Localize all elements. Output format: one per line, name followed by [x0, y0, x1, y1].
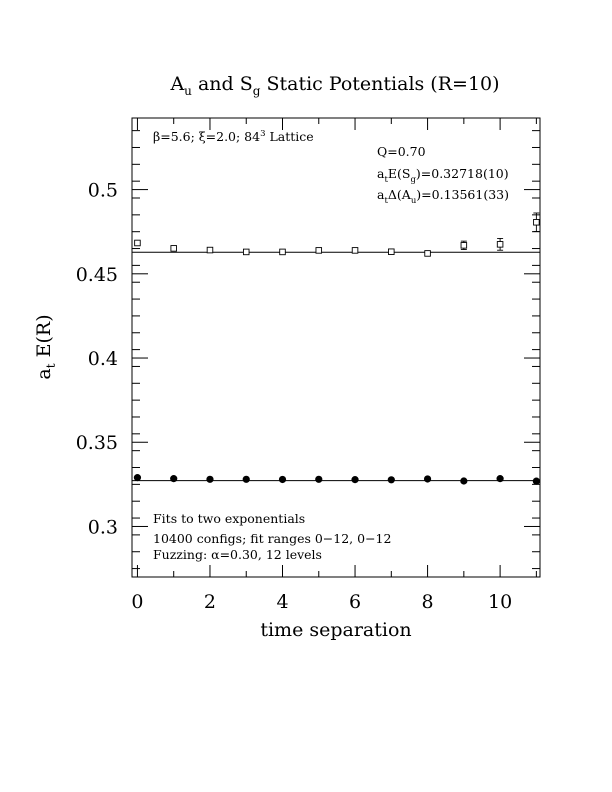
- y-axis-label: at E(R): [33, 314, 58, 379]
- au-data-point: [533, 219, 540, 226]
- au-data-point: [424, 250, 431, 257]
- y-label-a: a: [33, 368, 55, 379]
- fit-au-delta: Δ(A: [388, 187, 412, 202]
- y-axis: 0.3 0.35 0.4 0.45 0.5: [76, 130, 540, 570]
- au-data-point: [496, 241, 504, 248]
- title-s-sub: g: [253, 84, 261, 98]
- fit-lines: [132, 251, 540, 482]
- fit-sg-annotation: atE(Sg)=0.32718(10): [377, 166, 509, 185]
- sg-data-point: [423, 475, 432, 483]
- fit-au-u-sub: u: [411, 196, 417, 206]
- x-tick-label: 10: [488, 591, 512, 613]
- lattice-main: β=5.6; ξ=2.0; 84: [153, 129, 260, 144]
- fit-au-a-sub: t: [384, 196, 388, 206]
- sg-data-point: [315, 475, 323, 483]
- fit-au-annotation: atΔ(Au)=0.13561(33): [377, 187, 509, 206]
- sg-data-point: [532, 477, 540, 485]
- fit-sg-a-sub: t: [384, 175, 388, 185]
- au-data-point: [134, 239, 141, 247]
- au-data-point: [315, 247, 323, 254]
- fit-type-annotation: Fits to two exponentials: [153, 511, 305, 526]
- sg-data-point: [170, 475, 178, 483]
- fit-sg-e: E(S: [388, 166, 411, 181]
- y-tick-label: 0.5: [88, 180, 118, 202]
- x-tick-label: 4: [276, 591, 288, 613]
- title-and: and S: [192, 73, 253, 95]
- lattice-tail: Lattice: [266, 129, 314, 144]
- fuzzing-annotation: Fuzzing: α=0.30, 12 levels: [153, 547, 322, 562]
- q-annotation: Q=0.70: [377, 144, 426, 159]
- sg-data-point: [133, 474, 142, 482]
- au-data-point: [351, 247, 359, 254]
- au-data-point: [279, 248, 286, 256]
- au-data-point: [460, 242, 468, 249]
- fit-sg-g-sub: g: [410, 175, 416, 185]
- data-marks: [133, 212, 540, 485]
- au-data-point: [170, 245, 177, 252]
- au-data-point: [388, 248, 395, 255]
- sg-data-point: [206, 475, 214, 483]
- x-tick-label: 6: [349, 591, 361, 613]
- au-data-point: [242, 248, 250, 256]
- x-axis: 0 2 4 6 8 10: [131, 118, 537, 613]
- x-tick-label: 2: [204, 591, 216, 613]
- y-tick-label: 0.45: [76, 264, 118, 286]
- title-a-sub: u: [184, 84, 192, 98]
- lattice-annotation: β=5.6; ξ=2.0; 843 Lattice: [153, 129, 314, 144]
- y-tick-label: 0.3: [88, 516, 118, 538]
- title-a: A: [169, 73, 184, 95]
- y-label-rest: E(R): [33, 314, 55, 363]
- y-tick-label: 0.35: [76, 432, 118, 454]
- sg-data-point: [460, 477, 468, 485]
- x-axis-label: time separation: [260, 619, 411, 641]
- fit-au-value: )=0.13561(33): [416, 187, 509, 202]
- title-rest: Static Potentials (R=10): [260, 73, 499, 95]
- x-tick-label: 0: [131, 591, 143, 613]
- fit-sg-a: a: [377, 166, 385, 181]
- lattice-sup: 3: [260, 129, 265, 139]
- fit-sg-value: )=0.32718(10): [416, 166, 509, 181]
- y-tick-label: 0.4: [88, 348, 118, 370]
- sg-data-point: [278, 475, 287, 484]
- y-label-a-sub: t: [44, 363, 58, 368]
- au-data-point: [206, 246, 214, 254]
- configs-annotation: 10400 configs; fit ranges 0−12, 0−12: [153, 531, 391, 546]
- fit-au-a: a: [377, 187, 385, 202]
- x-tick-label: 8: [422, 591, 434, 613]
- sg-data-point: [387, 476, 395, 484]
- sg-data-point: [496, 475, 504, 483]
- chart-title: Au and Sg Static Potentials (R=10): [169, 73, 499, 98]
- sg-data-point: [351, 476, 359, 484]
- plot-frame: [131, 117, 541, 578]
- sg-data-point: [242, 475, 250, 483]
